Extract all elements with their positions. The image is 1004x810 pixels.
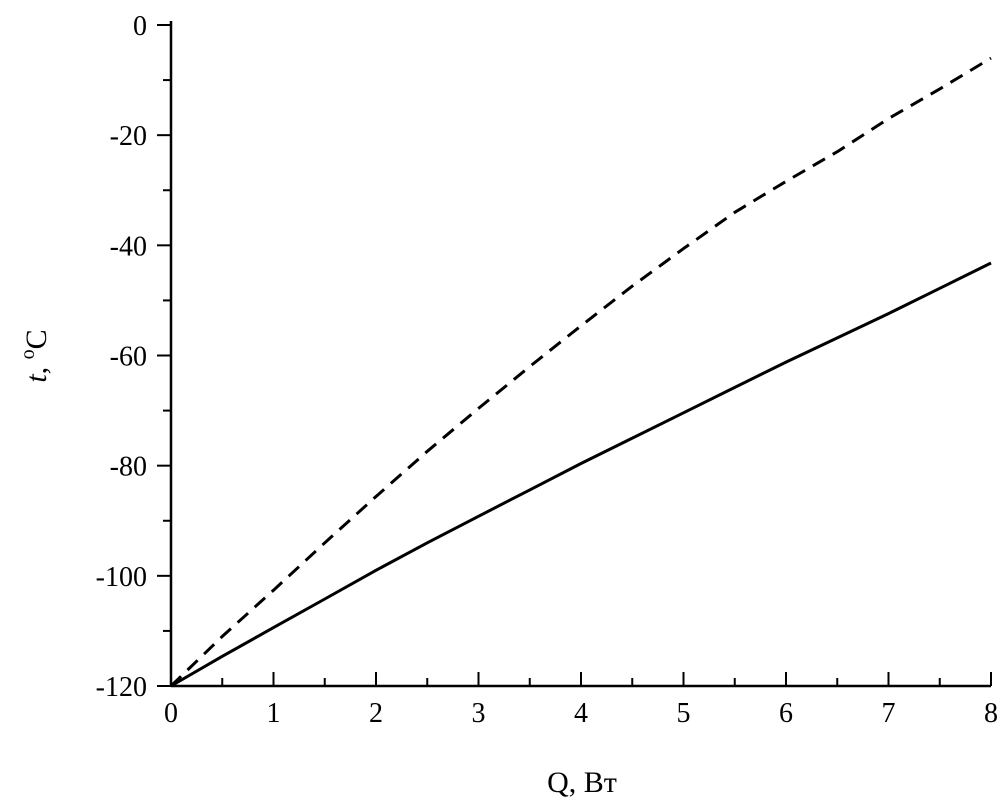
y-axis-title-sup: o [17,349,39,359]
series-layer [169,56,992,688]
x-axis-title: Q, Вт [547,766,617,799]
y-tick-label: -40 [110,231,147,262]
x-tick-label: 3 [472,698,486,729]
x-tick-label: 2 [369,698,383,729]
y-tick-label: 0 [133,11,147,42]
y-axis-title: t, oC [17,329,53,382]
axes [169,21,991,688]
x-tick-label: 0 [164,698,178,729]
y-tick-label: -80 [110,452,147,483]
y-axis-title-var: t [20,374,53,383]
x-tick-label: 5 [677,698,691,729]
y-tick-label: -120 [96,672,147,703]
y-tick-label: -100 [96,562,147,593]
x-tick-label: 8 [984,698,998,729]
y-tick-label: -20 [110,121,147,152]
y-axis-title-sep: , [20,359,53,374]
x-tick-label: 4 [574,698,588,729]
x-tick-label: 7 [882,698,896,729]
tick-labels: 0 1 2 3 4 5 6 7 8 0 -20 -40 -60 -80 -100 -120 [96,11,998,729]
y-tick-label: -60 [110,342,147,373]
x-tick-label: 6 [779,698,793,729]
series-line-dashed [169,56,992,688]
series-line-solid [170,261,992,688]
ticks [157,24,992,687]
x-tick-label: 1 [267,698,281,729]
y-axis-title-unit: C [20,329,53,349]
